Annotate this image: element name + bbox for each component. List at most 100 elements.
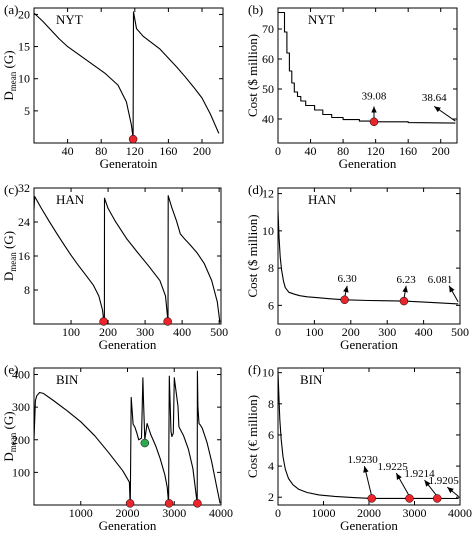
x-tick-label: 200 — [99, 325, 117, 339]
plot-frame — [33, 367, 222, 506]
plot-frame — [277, 7, 458, 144]
annotation-label: 38.64 — [422, 92, 447, 104]
plot-frame — [33, 187, 222, 325]
y-tick-label: 32 — [18, 181, 30, 195]
red-marker — [164, 499, 174, 508]
x-tick-label: 160 — [399, 144, 417, 158]
red-marker — [405, 494, 414, 503]
red-marker — [399, 296, 409, 306]
y-tick-label: 15 — [18, 40, 30, 54]
green-marker — [140, 438, 150, 448]
x-tick-label: 500 — [210, 325, 228, 339]
annotation-label: 1.9205 — [428, 475, 459, 487]
x-tick-label: 160 — [159, 144, 177, 158]
x-tick-label: 0 — [275, 325, 281, 339]
annotation-arrow — [448, 285, 459, 303]
x-tick-label: 80 — [95, 144, 107, 158]
y-tick-label: 6 — [268, 428, 274, 442]
annotation-label: 1.9225 — [378, 461, 409, 473]
y-tick-label: 400 — [12, 368, 30, 382]
y-tick-label: 8 — [268, 397, 274, 411]
x-axis-label: Generation — [340, 518, 398, 533]
x-axis-label: Generation — [340, 337, 398, 352]
x-axis-label: Generation — [99, 337, 157, 352]
y-tick-label: 8 — [268, 261, 274, 275]
y-tick-label: 300 — [12, 400, 30, 414]
red-marker — [367, 494, 376, 503]
annotation-label: 39.08 — [362, 91, 387, 103]
y-tick-label: 24 — [18, 215, 30, 229]
x-tick-label: 4000 — [209, 506, 233, 520]
y-axis-label: Dmean (G) — [1, 231, 18, 281]
x-tick-label: 100 — [305, 325, 323, 339]
y-tick-label: 2 — [268, 490, 274, 504]
x-tick-label: 0 — [275, 144, 281, 158]
series-line — [278, 11, 456, 124]
y-tick-label: 60 — [262, 52, 274, 66]
x-tick-label: 0 — [275, 506, 281, 520]
red-marker — [163, 317, 172, 326]
annotation-arrow — [395, 472, 410, 497]
red-marker — [433, 494, 442, 503]
y-tick-label: 10 — [18, 72, 30, 86]
annotation-label: 6.30 — [338, 273, 358, 285]
x-tick-label: 80 — [337, 144, 349, 158]
y-tick-label: 100 — [12, 465, 30, 479]
red-marker — [128, 134, 138, 144]
annotation-arrow — [433, 105, 456, 122]
red-marker — [193, 499, 202, 508]
x-tick-label: 200 — [342, 325, 360, 339]
y-tick-label: 4 — [268, 459, 274, 473]
annotation-arrow — [446, 486, 459, 497]
x-tick-label: 40 — [62, 144, 74, 158]
dataset-tag: NYT — [56, 12, 83, 27]
panel-f: 0 1000 2000 3000 4000 2 4 6 8 10 Generation Cost (€… — [245, 362, 472, 533]
x-axis-label: Generation — [99, 518, 157, 533]
x-tick-label: 400 — [173, 325, 191, 339]
y-tick-label: 10 — [262, 224, 274, 238]
plot-frame — [33, 7, 224, 144]
x-tick-label: 1000 — [312, 506, 336, 520]
x-tick-label: 100 — [62, 325, 80, 339]
series-line — [33, 195, 221, 323]
panel-label: (a) — [4, 2, 18, 17]
y-tick-label: 6 — [268, 298, 274, 312]
panel-e: 1000 2000 3000 4000 100 200 300 400 Generation Dm… — [1, 362, 233, 533]
series-line — [33, 370, 221, 504]
x-tick-label: 400 — [415, 325, 433, 339]
x-axis-label: Generation — [339, 156, 397, 171]
y-tick-label: 20 — [18, 7, 30, 21]
annotation-arrow — [424, 479, 438, 497]
annotation-label: 6.081 — [428, 274, 453, 286]
y-axis-label: Dmean (G) — [1, 50, 18, 100]
y-tick-label: 40 — [262, 112, 274, 126]
red-marker — [369, 117, 379, 127]
dataset-tag: HAN — [308, 192, 337, 207]
y-tick-label: 50 — [262, 82, 274, 96]
panel-d: 0 100 200 300 400 500 6 8 10 12 Generation Cost ($ … — [245, 182, 469, 352]
panel-label: (c) — [4, 182, 18, 197]
dataset-tag: HAN — [56, 192, 85, 207]
panel-label: (d) — [248, 182, 263, 197]
y-axis-label: Cost (€ million) — [245, 395, 260, 478]
annotation-label: 1.9214 — [404, 468, 435, 480]
x-tick-label: 300 — [378, 325, 396, 339]
x-tick-label: 40 — [305, 144, 317, 158]
series-line — [277, 210, 459, 305]
panel-c: 100 200 300 400 500 8 16 24 32 Generation Dmean (G… — [1, 181, 228, 352]
x-tick-label: 200 — [432, 144, 450, 158]
dataset-tag: BIN — [300, 372, 323, 387]
y-tick-label: 12 — [262, 187, 274, 201]
y-tick-label: 70 — [262, 22, 274, 36]
panel-label: (b) — [248, 2, 263, 17]
x-tick-label: 200 — [193, 144, 211, 158]
x-tick-label: 120 — [126, 144, 144, 158]
annotation-label: 1.9230 — [348, 454, 379, 466]
red-marker — [99, 317, 108, 326]
x-tick-label: 4000 — [448, 506, 472, 520]
y-axis-label: Cost ($ million) — [245, 214, 260, 297]
x-tick-label: 300 — [136, 325, 154, 339]
annotation-arrow — [363, 465, 373, 497]
plot-frame — [277, 187, 461, 325]
